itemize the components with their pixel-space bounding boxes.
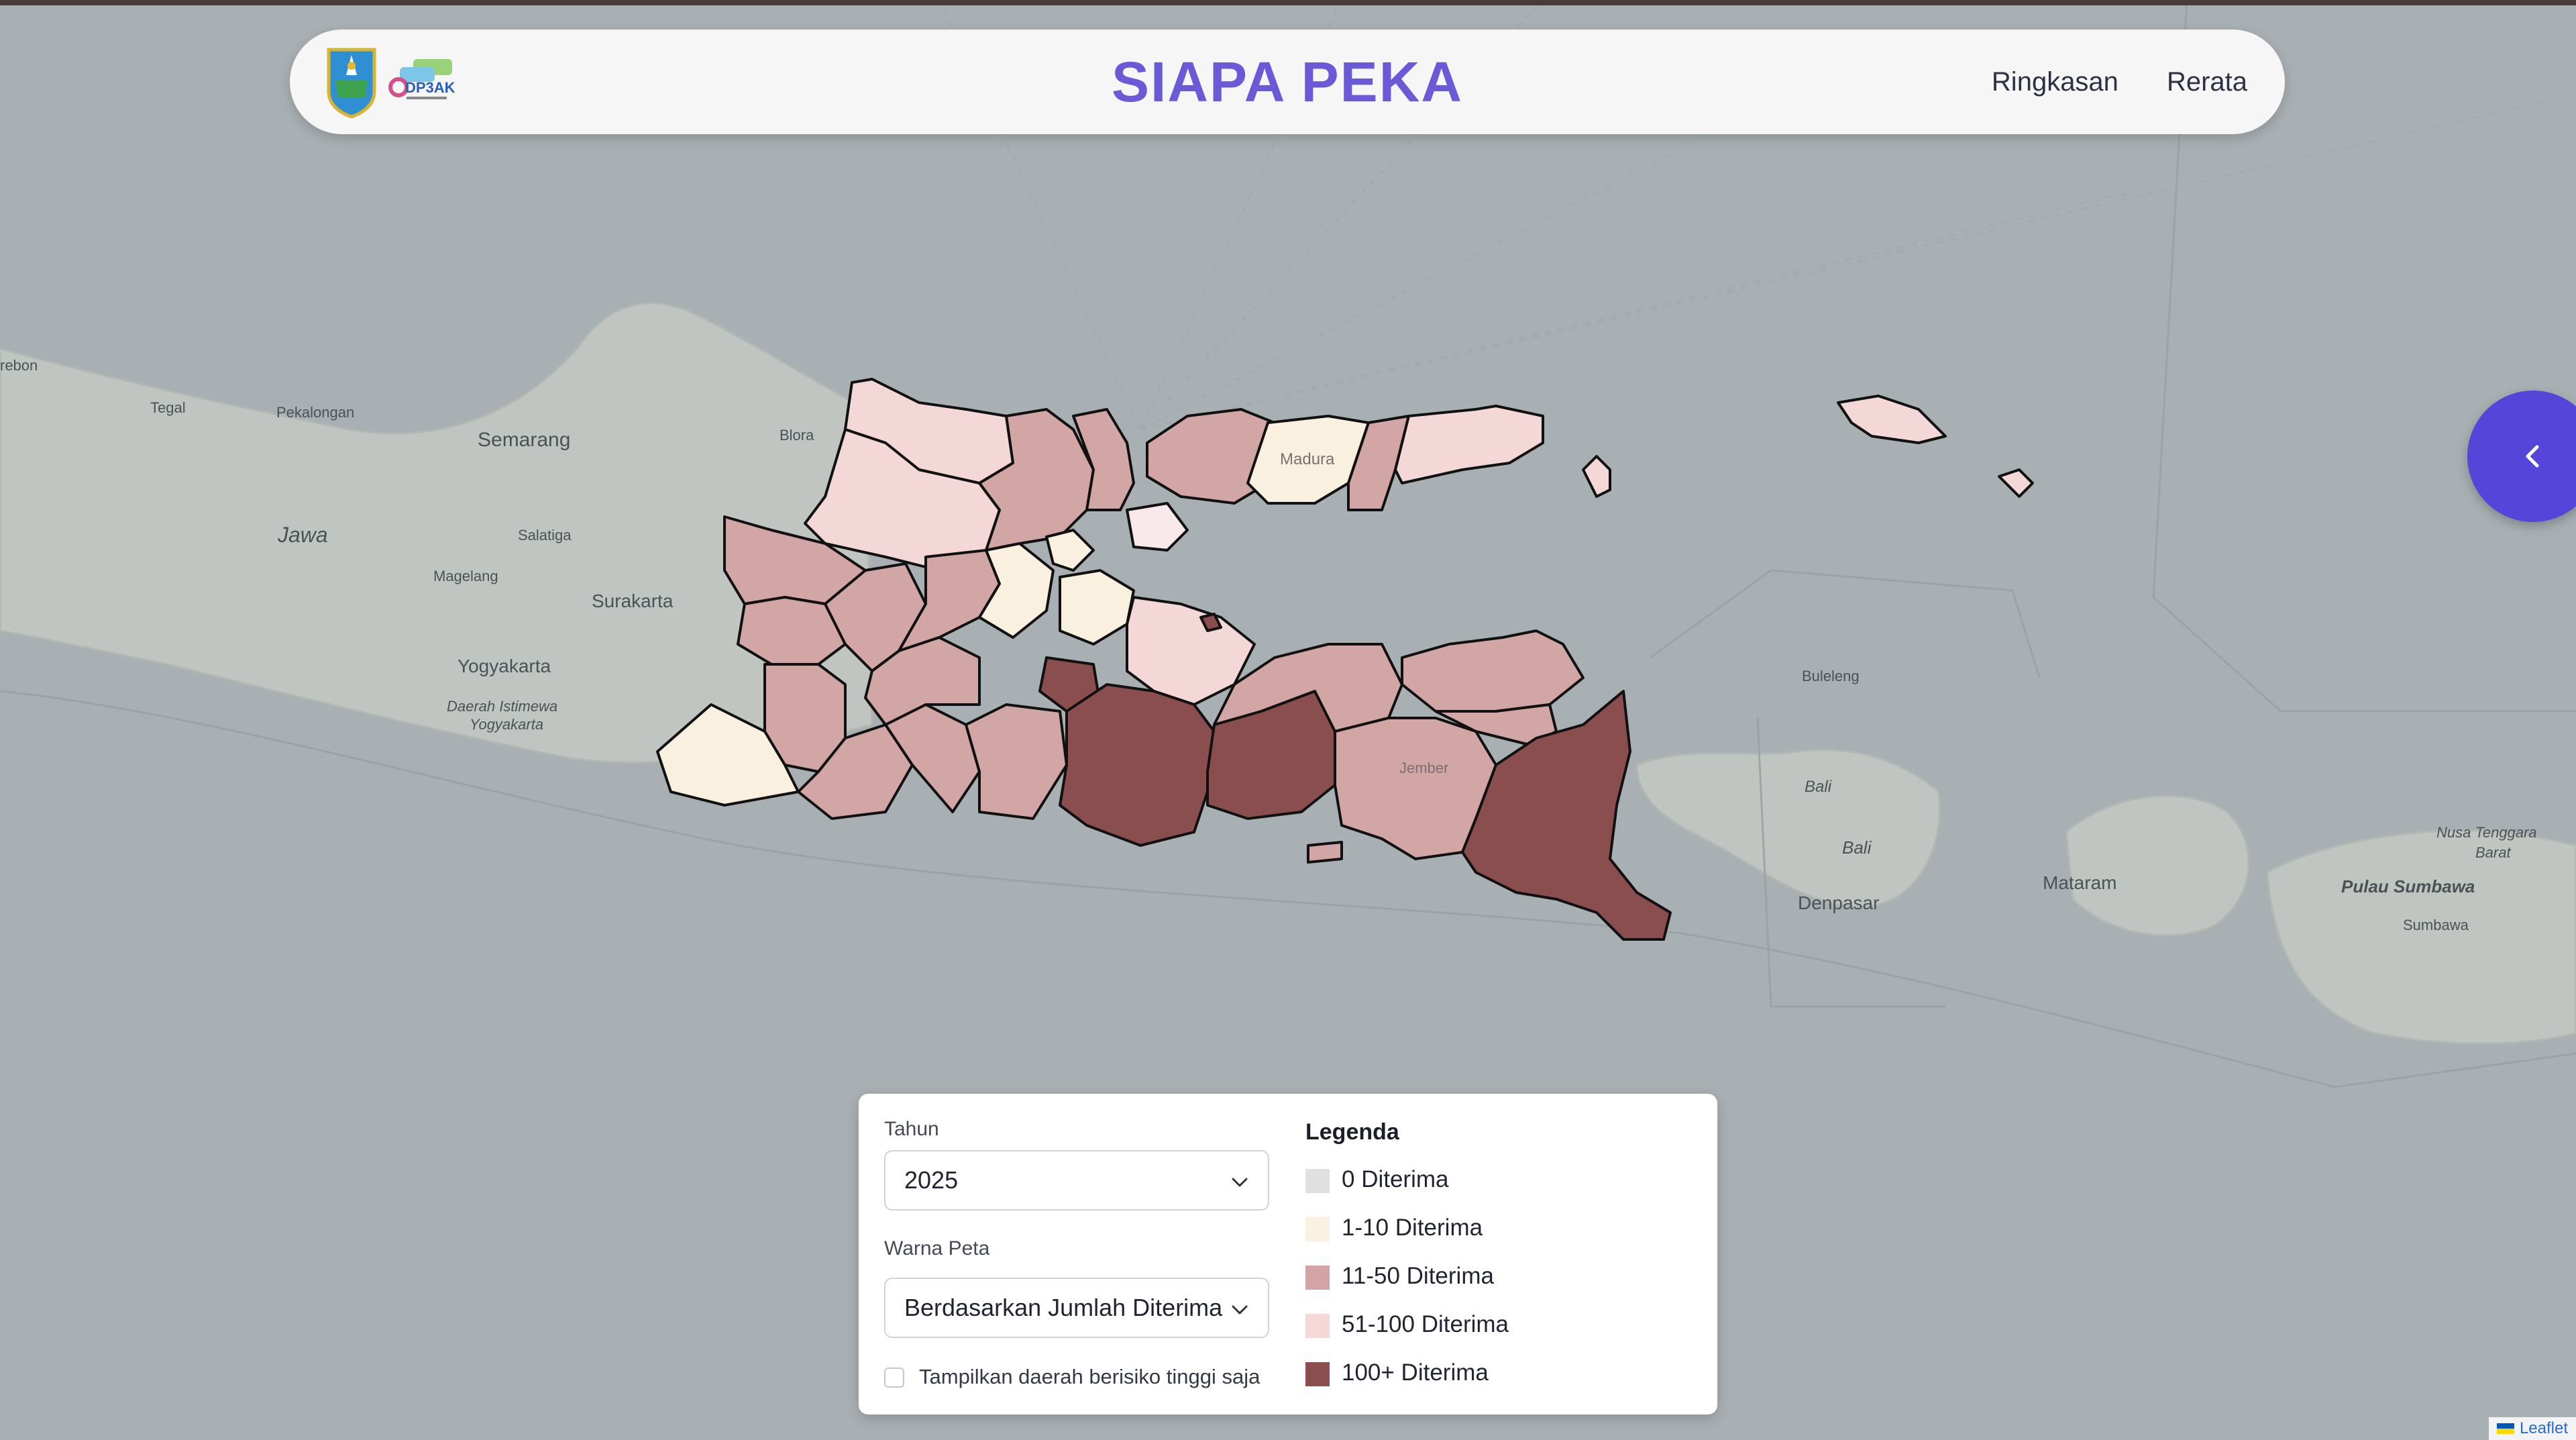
label-ntb-2: Barat [2475,844,2511,861]
label-yogyakarta: Yogyakarta [458,656,551,676]
label-surakarta: Surakarta [592,590,674,611]
label-bali-2: Bali [1842,837,1872,858]
navbar: DP3AK SIAPA PEKA Ringkasan Rerata [290,30,2285,134]
svg-text:DP3AK: DP3AK [405,79,455,96]
label-tegal: Tegal [150,399,186,416]
region-banyuwangi [1461,690,1672,941]
label-jawa: Jawa [277,523,328,547]
year-select-value: 2025 [904,1166,959,1194]
region-gresik [1072,408,1135,511]
high-risk-checkbox-label[interactable]: Tampilkan daerah berisiko tinggi saja [919,1365,1260,1388]
label-semarang: Semarang [478,429,570,451]
color-mode-select-value: Berdasarkan Jumlah Diterima [904,1294,1223,1321]
legend-title: Legenda [1305,1119,1399,1145]
label-bali: Bali [1805,778,1832,796]
label-denpasar: Denpasar [1798,892,1879,913]
legend-label: 100+ Diterima [1342,1359,1489,1386]
site-title: SIAPA PEKA [1111,50,1464,113]
legend-swatch [1305,1169,1330,1193]
legend-label: 51-100 Diterima [1342,1311,1509,1337]
label-blora: Blora [780,427,814,444]
label-salatiga: Salatiga [518,527,572,544]
chevron-left-icon [2526,445,2539,468]
region-pasuruan-kota [1199,613,1222,632]
jatim-emblem-icon [327,48,376,118]
label-ntb: Nusa Tenggara [2436,824,2537,841]
color-label: Warna Peta [884,1237,990,1259]
region-situbondo [1401,629,1585,713]
chevron-down-icon [1232,1178,1248,1187]
top-border [0,0,2576,5]
year-label: Tahun [884,1118,939,1140]
sidebar-toggle-button[interactable] [2467,391,2576,522]
region-kediri [864,636,981,726]
region-lamongan [978,408,1095,552]
region-blitar [965,703,1068,820]
ukraine-flag-icon [2496,1423,2514,1434]
region-mojokerto [978,542,1055,639]
label-mataram: Mataram [2043,872,2116,893]
island-small-2 [1307,841,1343,864]
label-pekalongan: Pekalongan [276,404,354,421]
legend-label: 1-10 Diterima [1342,1215,1483,1241]
region-sumenep [1394,405,1544,484]
label-buleleng: Buleleng [1802,668,1860,684]
label-sumbawa: Sumbawa [2403,917,2469,933]
map-labels: rebon Tegal Pekalongan Semarang Blora Ja… [0,357,2537,933]
region-surabaya [1126,502,1189,552]
label-diy-2: Yogyakarta [470,716,543,733]
choropleth-regions[interactable] [656,378,2034,941]
label-rebon: rebon [0,357,38,374]
nav-link-rerata[interactable]: Rerata [2166,67,2247,97]
leaflet-link[interactable]: Leaflet [2519,1419,2568,1437]
control-panel: Tahun 2025 Warna Peta Berdasarkan Jumlah… [859,1094,1717,1415]
map-attribution: Leaflet [2488,1417,2576,1440]
nav-links: Ringkasan Rerata [1992,63,2247,101]
nav-link-ringkasan[interactable]: Ringkasan [1991,67,2118,97]
high-risk-checkbox[interactable] [884,1368,904,1388]
island-small-1 [1582,455,1611,498]
legend-label: 11-50 Diterima [1342,1263,1494,1289]
dp3ak-logo-icon: DP3AK [388,59,455,99]
legend-swatch [1305,1362,1330,1386]
legend-label: 0 Diterima [1342,1166,1449,1192]
island-kangean [1837,395,1947,444]
legend-swatch [1305,1314,1330,1338]
region-mojokerto-kota [1045,529,1095,572]
label-madura: Madura [1280,450,1335,468]
region-malang [1059,683,1216,847]
label-jember: Jember [1399,760,1448,776]
chevron-down-icon [1232,1305,1248,1315]
label-diy: Daerah Istimewa [447,698,557,715]
label-magelang: Magelang [433,568,498,584]
legend-swatch [1305,1217,1330,1241]
label-pulau-sumbawa: Pulau Sumbawa [2341,876,2475,896]
year-select[interactable]: 2025 [884,1150,1269,1211]
region-pasuruan [1126,596,1256,706]
region-pacitan [656,703,800,807]
basemap-land [0,302,2576,1045]
island-small-3 [1998,468,2034,498]
basemap-lines [0,0,2576,1088]
region-sampang [1246,415,1370,505]
legend-swatch [1305,1266,1330,1290]
region-madiun [737,596,847,666]
color-mode-select[interactable]: Berdasarkan Jumlah Diterima [884,1278,1269,1338]
